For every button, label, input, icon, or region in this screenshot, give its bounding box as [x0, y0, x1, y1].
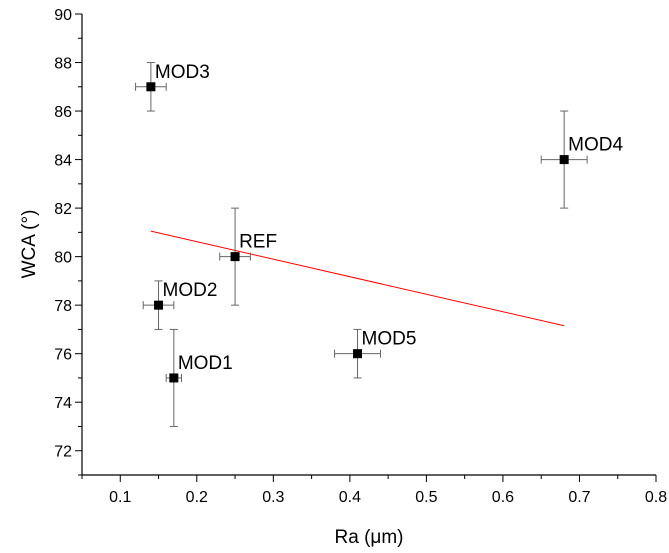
x-tick-label: 0.8 — [645, 489, 667, 506]
y-tick-label: 74 — [54, 395, 72, 412]
x-tick-label: 0.3 — [262, 489, 284, 506]
trend-line — [150, 230, 565, 327]
data-point-mod5: MOD5 — [334, 329, 417, 379]
point-label: MOD2 — [163, 280, 218, 301]
y-tick-label: 90 — [54, 7, 72, 24]
y-tick-label: 76 — [54, 347, 72, 364]
point-label: MOD5 — [362, 329, 417, 350]
y-ticks: 72 74 76 78 80 82 84 86 88 90 — [54, 7, 82, 476]
y-tick-label: 86 — [54, 104, 72, 121]
y-tick-label: 88 — [54, 56, 72, 73]
data-marker — [353, 349, 363, 359]
data-points: MOD3 MOD4 REF MOD2 MOD5 MOD1 — [135, 62, 623, 427]
x-tick-label: 0.7 — [568, 489, 590, 506]
point-label: MOD1 — [178, 353, 233, 374]
y-tick-label: 82 — [54, 201, 72, 218]
point-label: MOD3 — [155, 62, 210, 83]
y-tick-label: 80 — [54, 250, 72, 267]
x-axis-title: Ra (μm) — [335, 527, 404, 548]
data-point-mod1: MOD1 — [165, 328, 233, 427]
y-tick-label: 72 — [54, 444, 72, 461]
y-tick-label: 78 — [54, 298, 72, 315]
x-tick-label: 0.4 — [339, 489, 361, 506]
data-marker — [154, 300, 164, 310]
data-point-mod4: MOD4 — [540, 110, 623, 209]
x-tick-label: 0.1 — [109, 489, 131, 506]
x-tick-label: 0.2 — [186, 489, 208, 506]
data-marker — [230, 252, 240, 262]
x-tick-label: 0.5 — [415, 489, 437, 506]
y-tick-label: 84 — [54, 153, 72, 170]
point-label: MOD4 — [568, 135, 623, 156]
data-marker — [146, 82, 156, 92]
y-axis-title: WCA (°) — [19, 210, 40, 279]
data-marker — [169, 373, 179, 383]
data-point-mod3: MOD3 — [135, 62, 210, 112]
data-point-mod2: MOD2 — [142, 280, 218, 330]
data-point-ref: REF — [219, 207, 277, 306]
x-tick-label: 0.6 — [492, 489, 514, 506]
x-ticks: 0.1 0.2 0.3 0.4 0.5 0.6 0.7 0.8 — [81, 475, 667, 506]
point-label: REF — [239, 232, 277, 253]
data-marker — [559, 155, 569, 165]
